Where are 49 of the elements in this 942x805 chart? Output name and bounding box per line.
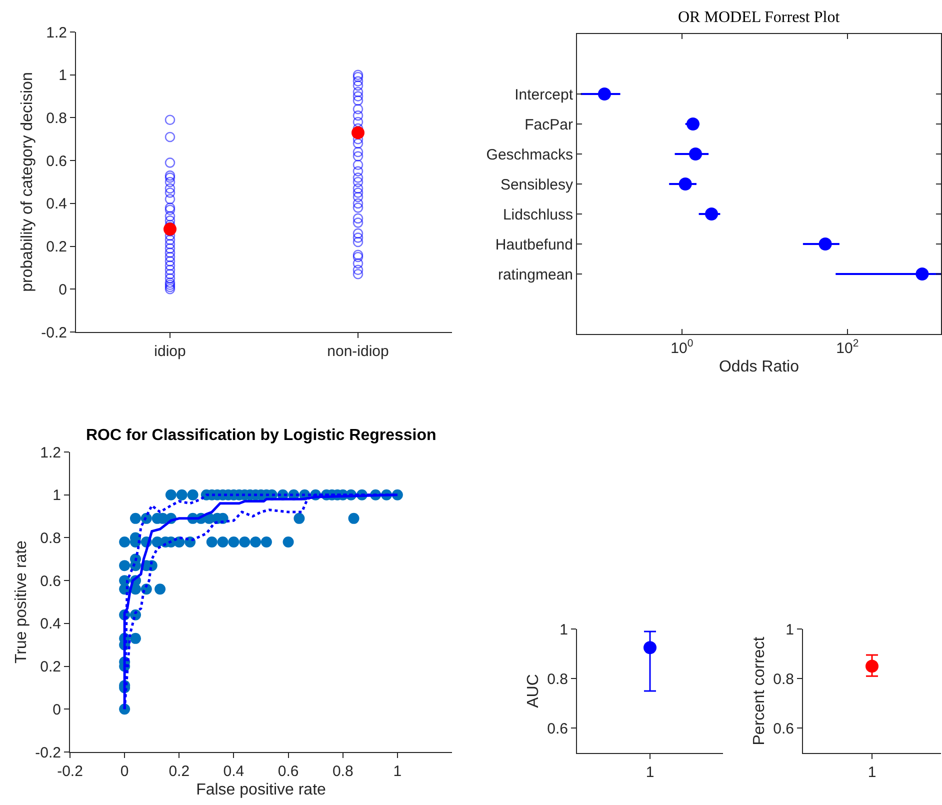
x-tick-label: 0.8 (332, 763, 354, 780)
y-tick-label: 1.2 (40, 444, 61, 462)
y-axis-title: Percent correct (751, 636, 768, 746)
y-tick-label: 0.8 (46, 110, 67, 127)
y-tick-label: 0.6 (547, 720, 568, 738)
y-tick-label: 0.8 (547, 670, 568, 688)
x-axis-title: False positive rate (196, 782, 326, 799)
chart-title: ROC for Classification by Logistic Regression (86, 427, 436, 444)
x-tick-label: 0.2 (168, 763, 190, 780)
y-tick-label: 1 (58, 67, 67, 84)
y-tick-label: 1 (52, 487, 61, 504)
y-tick-label: Lidschluss (502, 206, 573, 224)
y-tick-label: 0 (58, 281, 67, 298)
x-tick-label: 1 (393, 763, 402, 780)
y-tick-label: 1 (560, 621, 568, 638)
y-tick-label: 0.2 (46, 238, 67, 256)
x-tick-label: idiop (154, 343, 186, 360)
y-tick-label: Geschmacks (486, 146, 573, 164)
y-tick-label: ratingmean (498, 266, 573, 284)
x-tick-label: 10$^{2}$ (836, 338, 859, 357)
y-tick-label: 0.6 (773, 720, 794, 738)
y-tick-label: Intercept (514, 86, 574, 104)
y-axis-title: AUC (525, 674, 542, 708)
y-tick-label: 1.2 (46, 24, 67, 42)
y-tick-label: 0.4 (40, 616, 61, 633)
y-tick-label: 0.8 (773, 670, 794, 688)
y-tick-label: 0.4 (46, 196, 67, 213)
y-tick-label: 0 (52, 701, 61, 718)
x-tick-label: 1 (868, 764, 876, 781)
y-tick-label: FacPar (524, 116, 573, 134)
y-tick-label: -0.2 (41, 324, 67, 342)
x-axis-title: Odds Ratio (718, 358, 800, 376)
y-axis-title: True positive rate (13, 540, 30, 664)
x-tick-label: non-idiop (327, 343, 389, 360)
x-tick-label: 10$^{0}$ (670, 338, 694, 357)
y-tick-label: 0.6 (40, 572, 61, 590)
y-tick-label: 0.6 (46, 152, 67, 170)
y-tick-label: Sensiblesy (500, 176, 574, 194)
x-tick-label: 1 (646, 764, 654, 781)
y-tick-label: 0.2 (40, 658, 61, 676)
x-tick-label: 0 (120, 763, 129, 780)
chart-title: OR MODEL Forrest Plot (678, 9, 840, 26)
y-tick-label: Hautbefund (495, 236, 573, 254)
y-axis-title: probability of category decision (19, 72, 36, 292)
y-tick-label: 0.8 (40, 530, 61, 547)
y-tick-label: -0.2 (35, 744, 61, 762)
x-tick-label: 0.4 (223, 763, 244, 780)
y-tick-label: 1 (786, 621, 794, 638)
x-tick-label: 0.6 (278, 763, 299, 780)
